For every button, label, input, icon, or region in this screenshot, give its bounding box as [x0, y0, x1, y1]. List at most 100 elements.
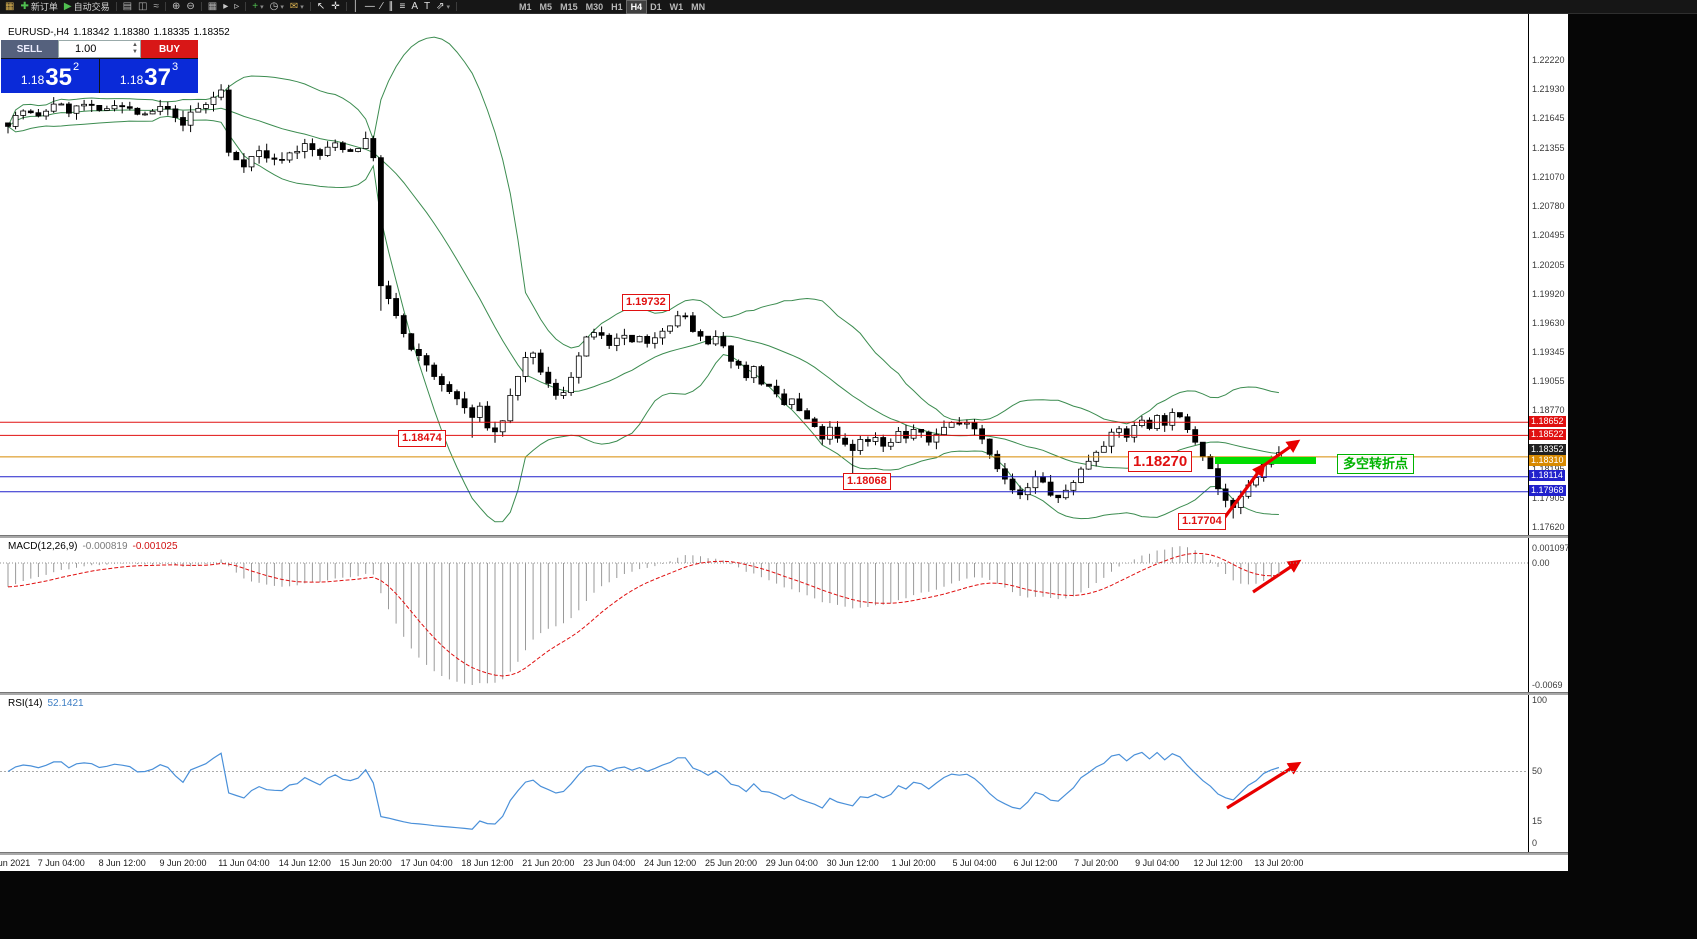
macd-main-value: -0.000819 [82, 541, 128, 552]
candle-body [248, 156, 255, 168]
price-annotation-label[interactable]: 1.17704 [1178, 513, 1226, 530]
candle-body [933, 434, 940, 443]
candle-body [202, 104, 209, 109]
candle-body [492, 427, 498, 433]
timeframe-d1-button[interactable]: D1 [650, 1, 662, 12]
candle-body [218, 89, 225, 98]
price-chart-canvas[interactable] [0, 14, 1568, 535]
price-axis-label: 1.19055 [1532, 376, 1565, 387]
volume-input[interactable]: 1.00 ▲ ▼ [58, 40, 141, 58]
fibo-tool-button[interactable]: ≡ [397, 0, 409, 13]
time-axis-label: 18 Jun 12:00 [461, 858, 514, 868]
candle-body [126, 106, 133, 109]
candle-body [43, 110, 49, 117]
timeframe-m30-button[interactable]: M30 [585, 1, 604, 12]
buy-button[interactable]: BUY [141, 40, 198, 58]
rsi-panel-canvas[interactable] [0, 695, 1568, 852]
timeframe-h4-button[interactable]: H4 [625, 0, 648, 14]
candle-body [225, 89, 232, 153]
templates-icon: ✉ [289, 1, 299, 12]
line-chart-button[interactable]: ≈ [150, 0, 162, 13]
trend-arrow[interactable] [1220, 462, 1266, 522]
candle-body [1184, 416, 1191, 430]
templates-button[interactable]: ✉ ▾ [287, 0, 307, 13]
time-axis[interactable]: 4 Jun 2021 7 Jun 04:00 8 Jun 12:00 9 Jun 20… [0, 855, 1568, 871]
toolbar-separator [164, 2, 166, 11]
price-axis-tag: 1.18522 [1529, 429, 1566, 440]
candle-body [5, 122, 11, 127]
candle-body [1085, 460, 1092, 470]
time-axis-label: 30 Jun 12:00 [826, 858, 879, 868]
buy-price-display[interactable]: 1.18 37 3 [100, 59, 198, 93]
auto-scroll-button[interactable]: ▸ [220, 0, 231, 13]
spin-up-icon[interactable]: ▲ [132, 42, 138, 48]
candle-body [393, 298, 400, 317]
trend-arrow[interactable] [1226, 761, 1302, 810]
toolbar-separator [115, 2, 117, 11]
candle-body [682, 315, 689, 318]
timeframe-m5-button[interactable]: M5 [539, 1, 553, 12]
price-annotation-label[interactable]: 1.18068 [843, 473, 891, 490]
price-axis-label: 1.19920 [1532, 288, 1565, 299]
panel-resize-separator[interactable] [0, 535, 1568, 538]
candle-body [408, 333, 415, 350]
trendline-tool-button[interactable]: ∕ [378, 0, 386, 13]
candle-body [104, 108, 110, 111]
volume-spinner[interactable]: ▲ ▼ [132, 42, 138, 56]
chart-shift-button[interactable]: ▹ [231, 0, 242, 13]
timeframe-m1-button[interactable]: M1 [519, 1, 532, 12]
period-selector-button[interactable]: ◷ ▾ [267, 0, 287, 13]
text-tool-button[interactable]: A [408, 0, 421, 13]
timeframe-m15-button[interactable]: M15 [560, 1, 578, 12]
macd-indicator-label: MACD(12,26,9) -0.000819 -0.001025 [8, 541, 183, 552]
bars-chart-button[interactable]: ▤ [120, 0, 135, 13]
channel-tool-button[interactable]: ∥ [386, 0, 397, 13]
channel-tool-icon: ∥ [388, 1, 394, 12]
indicators-list-button[interactable]: + ▾ [249, 0, 266, 13]
zoom-in-button[interactable]: ⊕ [169, 0, 183, 13]
buy-price-point: 3 [171, 61, 179, 73]
crosshair-tool-button[interactable]: ✛ [328, 0, 342, 13]
price-annotation-label[interactable]: 1.19732 [622, 294, 670, 311]
turning-point-note[interactable]: 多空转折点 [1337, 454, 1415, 474]
trend-arrow[interactable] [1252, 559, 1302, 594]
autotrading-button[interactable]: ▶ 自动交易 [61, 0, 113, 13]
sell-button[interactable]: SELL [1, 40, 58, 58]
macd-panel-canvas[interactable] [0, 538, 1568, 692]
trend-arrow[interactable] [1255, 439, 1301, 473]
candle-body [598, 332, 605, 336]
new-chart-button[interactable]: ▦ [2, 0, 17, 13]
candle-body [347, 149, 354, 152]
candle-body [119, 105, 126, 108]
panel-resize-separator[interactable] [0, 852, 1568, 855]
time-axis-label: 25 Jun 20:00 [704, 858, 758, 868]
candle-body [1002, 468, 1008, 480]
cursor-tool-button[interactable]: ↖ [314, 0, 328, 13]
arrows-tool-button[interactable]: ⇗ ▾ [433, 0, 453, 13]
autotrading-icon: ▶ [63, 1, 72, 12]
candles-chart-button[interactable]: ◫ [135, 0, 150, 13]
zoom-out-button[interactable]: ⊖ [183, 0, 197, 13]
candle-body [332, 142, 339, 148]
candle-body [88, 103, 95, 106]
hline-tool-button[interactable]: — [362, 0, 378, 13]
new-order-button[interactable]: ✚ 新订单 [17, 0, 60, 13]
price-axis-label: 1.20205 [1532, 259, 1565, 270]
spin-down-icon[interactable]: ▼ [132, 49, 138, 55]
toolbar-separator [245, 2, 247, 11]
price-annotation-label[interactable]: 1.18270 [1128, 451, 1193, 472]
turning-point-zone-rect[interactable] [1215, 457, 1316, 464]
timeframe-mn-button[interactable]: MN [691, 1, 706, 12]
panel-resize-separator[interactable] [0, 692, 1568, 695]
candle-body [1070, 482, 1077, 491]
macd-signal-value: -0.001025 [132, 541, 178, 552]
label-tool-button[interactable]: T [421, 0, 433, 13]
tile-windows-button[interactable]: ▦ [205, 0, 220, 13]
price-annotation-label[interactable]: 1.18474 [398, 430, 446, 447]
sell-price-display[interactable]: 1.18 35 2 [1, 59, 99, 93]
timeframe-h1-button[interactable]: H1 [611, 1, 623, 12]
timeframe-w1-button[interactable]: W1 [669, 1, 684, 12]
toolbar-separator [456, 2, 458, 11]
candle-body [58, 103, 65, 106]
vline-tool-button[interactable]: │ [350, 0, 362, 13]
